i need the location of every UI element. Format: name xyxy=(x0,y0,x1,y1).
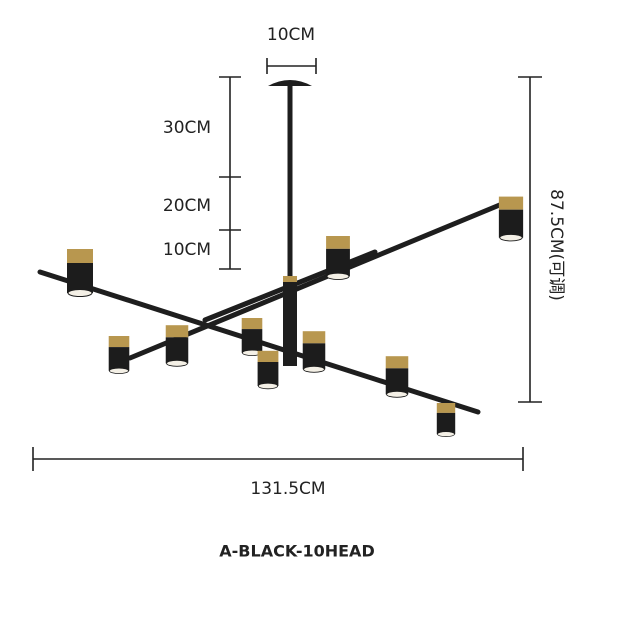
dimension-label: 87.5CM(可调) xyxy=(546,189,566,301)
dimension-label: 131.5CM xyxy=(250,479,325,499)
dimension-line xyxy=(219,76,241,270)
dimension-label: 30CM xyxy=(163,118,211,138)
dimension-line xyxy=(266,58,317,74)
dimension-label: 20CM xyxy=(163,196,211,216)
caption: A-BLACK-10HEAD xyxy=(219,542,374,561)
dimension-line xyxy=(518,76,542,403)
dimension-line xyxy=(32,447,524,471)
dimension-label: 10CM xyxy=(163,240,211,260)
chandelier xyxy=(37,80,524,437)
dimension-label: 10CM xyxy=(267,25,315,45)
